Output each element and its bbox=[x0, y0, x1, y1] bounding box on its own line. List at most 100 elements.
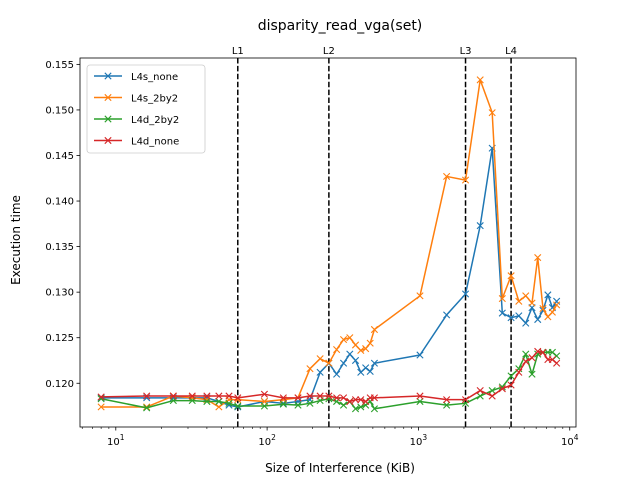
data-point bbox=[443, 401, 451, 409]
legend-entry: L4s_none bbox=[94, 72, 178, 83]
cache-level-label: L3 bbox=[460, 46, 472, 57]
data-point bbox=[97, 394, 105, 402]
data-point bbox=[346, 350, 354, 358]
data-point bbox=[215, 403, 223, 411]
data-point bbox=[316, 355, 324, 363]
legend-swatch-marker bbox=[104, 115, 112, 123]
data-point bbox=[97, 393, 105, 401]
legend-swatch-marker bbox=[104, 136, 112, 145]
data-point bbox=[225, 392, 233, 400]
data-point bbox=[443, 172, 451, 181]
data-point bbox=[488, 386, 496, 395]
cache-level-label: L1 bbox=[232, 46, 244, 57]
legend-swatch-marker bbox=[104, 93, 112, 102]
data-point bbox=[306, 392, 314, 400]
data-point bbox=[203, 392, 211, 400]
data-point bbox=[515, 368, 523, 376]
data-point bbox=[522, 357, 530, 365]
data-point bbox=[362, 397, 370, 406]
plot-area: 101 102 103 104 0.120 0.125 0.130 0.135 0.140 0.1… bbox=[45, 46, 578, 448]
data-point bbox=[362, 364, 370, 372]
legend-label: L4s_2by2 bbox=[131, 94, 178, 105]
data-point bbox=[548, 308, 556, 316]
legend-entry: L4d_2by2 bbox=[94, 115, 179, 126]
legend: L4s_none L4s_2by2 L4d_2by2 L4d_none bbox=[86, 64, 206, 154]
data-point bbox=[528, 299, 536, 307]
data-point bbox=[325, 359, 333, 367]
legend-box bbox=[86, 64, 206, 154]
data-point bbox=[306, 399, 314, 407]
y-tick-label: 0.125 bbox=[45, 333, 74, 344]
data-point bbox=[416, 292, 424, 300]
data-point bbox=[339, 394, 348, 402]
data-point bbox=[528, 354, 536, 362]
cache-level-label: L2 bbox=[323, 46, 335, 57]
data-point bbox=[443, 396, 451, 404]
data-point bbox=[234, 394, 242, 402]
data-point bbox=[260, 402, 269, 410]
data-point bbox=[553, 359, 561, 367]
x-tick-label: 101 bbox=[107, 433, 125, 448]
data-point bbox=[306, 365, 314, 373]
data-point bbox=[461, 290, 470, 298]
data-point bbox=[416, 392, 424, 400]
legend-label: L4d_2by2 bbox=[131, 115, 179, 126]
y-tick-label: 0.145 bbox=[45, 151, 74, 162]
data-point bbox=[357, 396, 365, 404]
axes-frame bbox=[79, 57, 577, 428]
data-point bbox=[357, 346, 365, 355]
data-point bbox=[476, 76, 484, 84]
data-point bbox=[325, 392, 333, 400]
x-axis-label: Size of Interference (KiB) bbox=[265, 461, 415, 475]
data-point bbox=[366, 367, 374, 376]
data-point bbox=[522, 319, 530, 327]
data-point bbox=[215, 392, 223, 400]
data-point bbox=[366, 339, 374, 347]
data-point bbox=[507, 314, 515, 322]
data-point bbox=[534, 253, 542, 262]
data-point bbox=[498, 385, 506, 393]
data-point bbox=[351, 405, 360, 413]
data-point bbox=[528, 370, 536, 378]
data-point bbox=[279, 400, 287, 408]
x-tick-label: 102 bbox=[258, 433, 276, 448]
data-point bbox=[522, 292, 530, 300]
data-point bbox=[515, 297, 523, 305]
data-point bbox=[515, 312, 523, 320]
data-point bbox=[507, 372, 515, 380]
chart-title: disparity_read_vga(set) bbox=[258, 18, 423, 34]
data-point bbox=[370, 405, 379, 413]
data-point bbox=[488, 109, 496, 117]
data-point bbox=[143, 392, 151, 400]
data-point bbox=[370, 394, 379, 402]
data-point bbox=[351, 396, 360, 404]
data-point bbox=[498, 383, 506, 391]
x-tick-label: 104 bbox=[561, 433, 579, 448]
data-point bbox=[461, 396, 470, 404]
legend-swatch-marker bbox=[104, 72, 112, 80]
data-point bbox=[346, 334, 354, 342]
y-tick-label: 0.140 bbox=[45, 197, 74, 208]
data-point bbox=[476, 392, 484, 400]
legend-label: L4d_none bbox=[131, 137, 179, 148]
data-point bbox=[498, 309, 506, 317]
data-point bbox=[225, 399, 233, 407]
y-tick-label: 0.130 bbox=[45, 288, 74, 299]
data-point bbox=[553, 301, 561, 309]
data-point bbox=[351, 341, 360, 349]
data-point bbox=[316, 368, 324, 376]
data-point bbox=[333, 370, 341, 378]
data-point bbox=[339, 401, 348, 409]
data-point bbox=[203, 397, 211, 406]
y-axis-label: Execution time bbox=[9, 195, 23, 285]
data-point bbox=[476, 222, 484, 230]
data-point bbox=[416, 397, 424, 406]
y-tick-label: 0.155 bbox=[45, 60, 74, 71]
cache-level-label: L4 bbox=[505, 46, 517, 57]
series-L4d_2by2 bbox=[97, 348, 561, 413]
data-point bbox=[215, 397, 223, 406]
data-point bbox=[544, 291, 552, 299]
legend-entry: L4d_none bbox=[94, 137, 179, 148]
data-point bbox=[294, 394, 302, 402]
data-point bbox=[461, 176, 470, 184]
